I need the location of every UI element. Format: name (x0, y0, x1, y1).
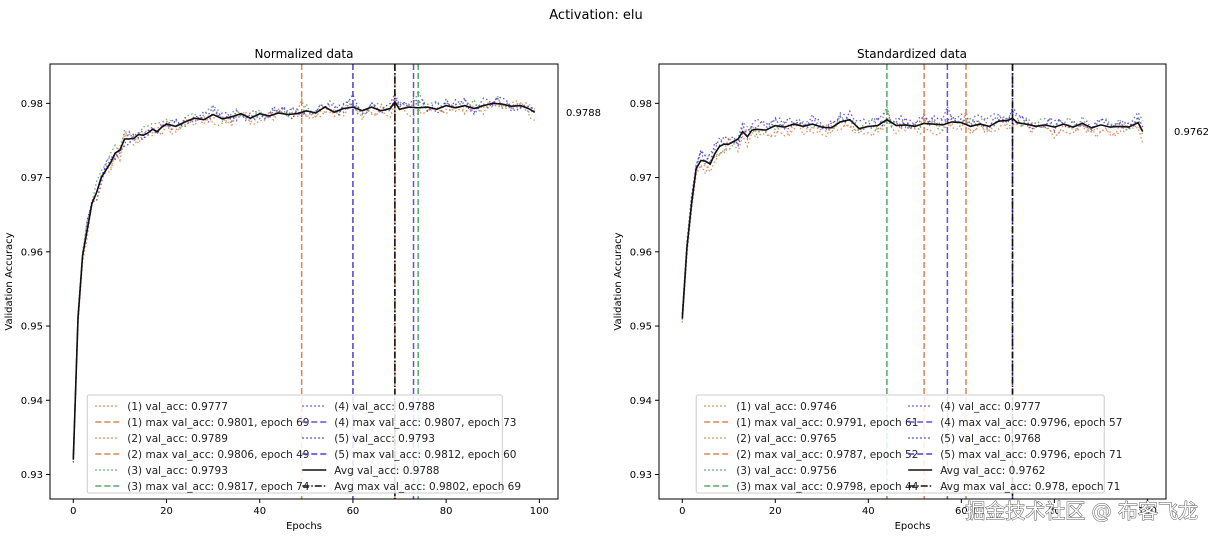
standardized-legend-run5-label: (5) val_acc: 0.9768 (940, 433, 1041, 445)
normalized-axes-frame (49, 63, 559, 500)
normalized-xtick-label: 80 (440, 506, 453, 517)
standardized-legend-run2-max-label: (2) max val_acc: 0.9787, epoch 52 (736, 449, 918, 461)
normalized-run5-line (72, 92, 535, 463)
normalized-xtick-label: 100 (530, 506, 549, 517)
normalized-ytick-label: 0.94 (21, 396, 43, 407)
normalized-legend-run4-label: (4) val_acc: 0.9788 (334, 401, 435, 413)
normalized-legend-run3-max-label: (3) max val_acc: 0.9817, epoch 74 (127, 481, 310, 493)
standardized-final-avg-label: 0.9762 (1174, 127, 1209, 138)
standardized-xtick-label: 60 (955, 506, 968, 517)
normalized-xtick-label: 60 (347, 506, 360, 517)
normalized-ytick-label: 0.98 (21, 99, 43, 110)
normalized-legend-run1-max-label: (1) max val_acc: 0.9801, epoch 69 (127, 417, 309, 429)
normalized-legend-run2-label: (2) val_acc: 0.9789 (127, 433, 228, 445)
standardized-run1-line (681, 109, 1144, 323)
standardized-avg-line (681, 117, 1144, 319)
normalized-ytick-label: 0.95 (21, 322, 43, 333)
normalized-title: Normalized data (255, 47, 354, 61)
standardized-xtick-label: 40 (862, 506, 875, 517)
normalized-ytick-label: 0.93 (21, 470, 43, 481)
standardized-run2-line (681, 111, 1143, 321)
normalized-legend-run5-label: (5) val_acc: 0.9793 (334, 433, 435, 445)
normalized-legend-box (86, 394, 503, 494)
standardized-ytick-label: 0.94 (630, 396, 652, 407)
standardized-xtick-label: 100 (1138, 506, 1157, 517)
normalized-legend-avg-max-label: Avg max val_acc: 0.9802, epoch 69 (334, 481, 521, 493)
normalized-legend-avg-label: Avg val_acc: 0.9788 (334, 465, 439, 477)
standardized-ytick-label: 0.95 (630, 322, 652, 333)
standardized-ytick-label: 0.93 (630, 470, 652, 481)
normalized-legend-run1-label: (1) val_acc: 0.9777 (127, 401, 228, 413)
standardized-xtick-label: 80 (1048, 506, 1061, 517)
standardized-ylabel: Validation Accuracy (613, 232, 624, 330)
normalized-legend-run4-max-label: (4) max val_acc: 0.9807, epoch 73 (334, 417, 516, 429)
standardized-legend-run4-max-label: (4) max val_acc: 0.9796, epoch 57 (940, 417, 1122, 429)
axes-normalized: Normalized data 0 20 40 60 80 100 0.93 0.94 0.95 0… (4, 47, 601, 532)
standardized-legend-run4-label: (4) val_acc: 0.9777 (940, 401, 1041, 413)
standardized-run3-line (681, 102, 1144, 314)
standardized-xtick-label: 20 (769, 506, 782, 517)
normalized-legend-run2-max-label: (2) max val_acc: 0.9806, epoch 49 (127, 449, 309, 461)
standardized-legend-run5-max-label: (5) max val_acc: 0.9796, epoch 71 (940, 449, 1122, 461)
standardized-xtick-label: 0 (679, 506, 685, 517)
normalized-avg-line (72, 100, 536, 460)
standardized-legend-run2-label: (2) val_acc: 0.9765 (736, 433, 837, 445)
standardized-legend: (1) val_acc: 0.9746 (1) max val_acc: 0.97… (695, 394, 1122, 494)
normalized-xtick-label: 20 (160, 506, 173, 517)
standardized-run4-line (681, 104, 1144, 314)
standardized-legend-avg-max-label: Avg max val_acc: 0.978, epoch 71 (940, 481, 1120, 493)
standardized-xlabel: Epochs (895, 521, 931, 532)
standardized-legend-run1-label: (1) val_acc: 0.9746 (736, 401, 837, 413)
normalized-legend-run5-max-label: (5) max val_acc: 0.9812, epoch 60 (334, 449, 516, 461)
normalized-legend-run3-label: (3) val_acc: 0.9793 (127, 465, 228, 477)
standardized-ytick-label: 0.98 (630, 99, 652, 110)
normalized-xtick-label: 40 (253, 506, 266, 517)
normalized-xlabel: Epochs (286, 521, 322, 532)
normalized-xtick-label: 0 (70, 506, 76, 517)
standardized-ytick-label: 0.96 (630, 247, 652, 258)
axes-standardized: Standardized data 0 20 40 60 80 100 0.93 0.94 0.9… (613, 47, 1209, 532)
figure-suptitle: Activation: elu (549, 8, 642, 23)
standardized-legend-box (695, 394, 1105, 494)
standardized-axes-frame (658, 63, 1167, 500)
normalized-ytick-label: 0.96 (21, 247, 43, 258)
standardized-ytick-label: 0.97 (630, 173, 652, 184)
standardized-legend-run3-max-label: (3) max val_acc: 0.9798, epoch 44 (736, 481, 919, 493)
normalized-legend: (1) val_acc: 0.9777 (1) max val_acc: 0.98… (86, 394, 521, 494)
normalized-final-avg-label: 0.9788 (566, 108, 601, 119)
standardized-title: Standardized data (857, 47, 967, 61)
watermark: 掘金技术社区 @ 布客飞龙 (965, 499, 1198, 523)
standardized-legend-run3-label: (3) val_acc: 0.9756 (736, 465, 837, 477)
normalized-ytick-label: 0.97 (21, 173, 43, 184)
standardized-legend-run1-max-label: (1) max val_acc: 0.9791, epoch 61 (736, 417, 918, 429)
standardized-legend-avg-label: Avg val_acc: 0.9762 (940, 465, 1045, 477)
standardized-run5-line (681, 104, 1144, 315)
normalized-ylabel: Validation Accuracy (4, 232, 15, 330)
